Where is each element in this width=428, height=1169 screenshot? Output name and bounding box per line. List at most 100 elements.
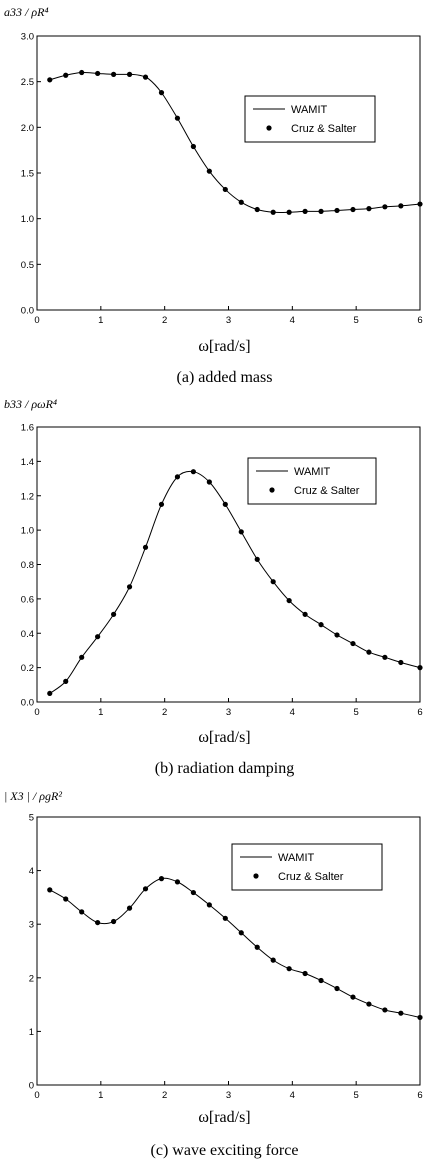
data-point-cruz-salter [398,1010,404,1016]
data-point-cruz-salter [126,905,133,911]
x-tick-label: 1 [98,315,103,326]
data-point-cruz-salter [417,1014,423,1021]
data-point-cruz-salter [318,208,324,214]
x-tick-label: 1 [98,707,103,718]
y-tick-label: 0.0 [21,306,34,317]
data-point-cruz-salter [382,204,388,210]
data-point-cruz-salter [79,909,85,915]
x-tick-label: 6 [417,315,422,326]
plot-frame [36,35,421,311]
x-axis-label: ω[rad/s] [198,1109,250,1126]
y-tick-label: 0.8 [21,560,34,571]
y-tick-label: 1.5 [21,169,34,180]
chart-caption: (a) added mass [177,369,273,386]
data-point-cruz-salter [206,902,212,908]
series-line-wamit [49,470,421,694]
data-point-cruz-salter [222,915,228,921]
legend-label-wamit: WAMIT [291,104,328,116]
legend-box [244,95,376,143]
data-point-cruz-salter [47,887,53,893]
series-line-wamit [49,877,421,1018]
y-tick-label: 0.0 [21,698,34,709]
y-tick-label: 0.5 [21,260,34,271]
data-point-cruz-salter [350,206,356,213]
legend-label-wamit: WAMIT [294,466,331,478]
legend-box [231,843,383,891]
data-point-cruz-salter [158,501,165,507]
x-tick-label: 2 [162,707,167,718]
data-point-cruz-salter [286,209,292,215]
legend: WAMIT Cruz & Salter [231,843,383,891]
data-point-cruz-salter [126,584,133,590]
legend-dot-swatch [253,873,259,879]
data-point-cruz-salter [382,1007,388,1013]
data-point-cruz-salter [47,690,53,697]
x-tick-label: 0 [34,315,39,326]
data-point-cruz-salter [63,72,69,78]
legend-label-cruz-salter: Cruz & Salter [278,871,344,883]
data-point-cruz-salter [47,77,53,83]
chart-3: | X3 | / ρgR² 0 1 2 3 4 5 0 1 2 3 4 5 6 ω[rad/s] (c) wa… [4,789,423,1159]
data-point-cruz-salter [79,654,85,660]
data-point-cruz-salter [158,90,165,96]
data-point-cruz-salter [318,977,324,984]
data-point-cruz-salter [111,611,117,617]
data-point-cruz-salter [334,632,340,638]
data-point-cruz-salter [398,659,404,666]
data-point-cruz-salter [238,199,244,205]
data-point-cruz-salter [286,966,292,972]
x-tick-label: 2 [162,315,167,326]
data-point-cruz-salter [334,985,340,992]
x-tick-label: 6 [417,1090,422,1101]
x-tick-label: 2 [162,1090,167,1101]
y-tick-label: 3.0 [21,32,34,43]
y-tick-label: 2.0 [21,123,34,134]
data-point-cruz-salter [350,640,356,647]
data-point-cruz-salter [95,634,101,640]
data-point-cruz-salter [111,918,117,925]
x-tick-label: 0 [34,707,39,718]
y-tick-label: 1.4 [21,457,34,468]
data-point-cruz-salter [318,622,324,628]
y-tick-label: 5 [29,813,34,824]
legend-box [247,457,377,505]
legend-label-wamit: WAMIT [278,852,315,864]
y-tick-label: 1.0 [21,214,34,225]
x-axis-label: ω[rad/s] [198,338,250,355]
data-point-cruz-salter [254,944,260,950]
legend-dot-swatch [269,487,275,493]
x-tick-label: 5 [354,707,359,718]
chart-caption: (c) wave exciting force [151,1142,299,1159]
y-tick-label: 1 [29,1027,34,1038]
chart-1: a33 / ρR⁴ 0.0 0.5 1.0 1.5 2.0 2.5 3.0 0 1 2 3 4 5 6 ω[r… [4,5,423,386]
x-tick-label: 0 [34,1090,39,1101]
chart-2: b33 / ρωR⁴ 0.0 0.2 0.4 0.6 0.8 1.0 1.2 1.4 1.6 0 1 2… [4,397,423,777]
y-tick-label: 1.0 [21,526,34,537]
data-point-cruz-salter [142,886,149,892]
data-point-cruz-salter [350,994,356,1000]
y-tick-label: 0 [29,1081,34,1092]
y-tick-label: 0.6 [21,594,34,605]
y-axis-label: b33 / ρωR⁴ [4,397,57,411]
data-point-cruz-salter [366,649,372,655]
data-point-cruz-salter [238,529,244,535]
x-tick-label: 5 [354,1090,359,1101]
x-tick-label: 4 [290,707,295,718]
data-point-cruz-salter [270,209,276,215]
y-tick-label: 4 [29,866,34,877]
data-point-cruz-salter [254,556,260,562]
data-point-cruz-salter [63,678,69,684]
x-tick-label: 3 [226,707,231,718]
data-point-cruz-salter [254,206,260,213]
data-point-cruz-salter [382,654,388,660]
data-point-cruz-salter [126,71,133,77]
data-point-cruz-salter [398,203,404,209]
data-point-cruz-salter [142,544,149,550]
data-point-cruz-salter [302,611,308,617]
data-point-cruz-salter [190,889,196,896]
y-tick-label: 2 [29,973,34,984]
data-point-cruz-salter [334,207,340,214]
y-axis-label: a33 / ρR⁴ [4,5,49,19]
legend-label-cruz-salter: Cruz & Salter [291,123,357,135]
